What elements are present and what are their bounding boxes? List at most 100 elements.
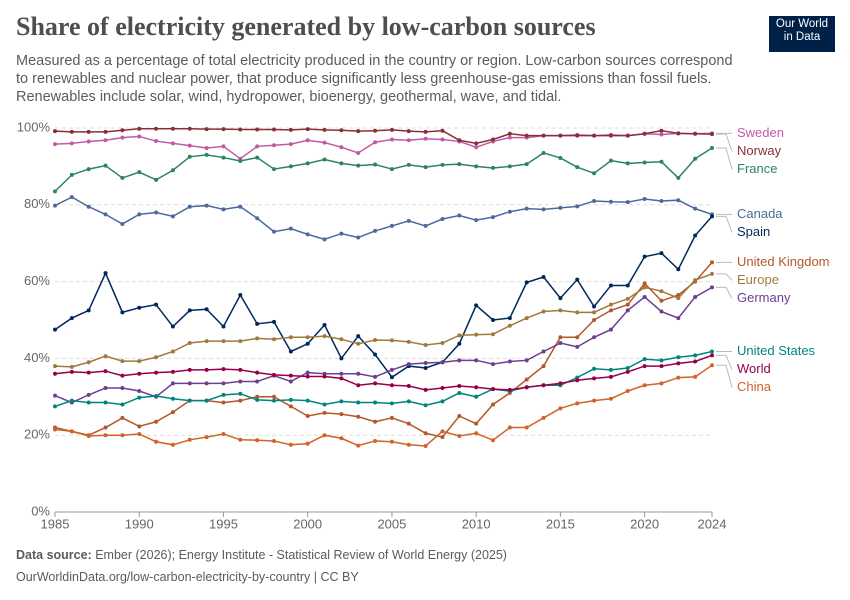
data-point: [305, 127, 310, 132]
data-point: [137, 126, 142, 131]
data-point: [491, 318, 495, 322]
data-point: [710, 285, 714, 290]
data-point: [221, 367, 226, 372]
data-point: [356, 150, 361, 155]
data-point: [86, 392, 91, 397]
data-point: [693, 278, 698, 283]
data-point: [103, 400, 108, 405]
data-point: [710, 349, 714, 354]
data-point: [608, 302, 613, 307]
data-point: [524, 206, 529, 211]
data-point: [103, 138, 108, 143]
data-point: [541, 150, 546, 155]
data-point: [608, 158, 613, 163]
data-point: [356, 383, 361, 388]
data-point: [541, 415, 546, 420]
data-point: [642, 285, 647, 290]
data-point: [187, 437, 192, 442]
data-point: [137, 389, 142, 394]
data-point: [389, 127, 394, 132]
data-point: [204, 307, 209, 312]
data-point: [221, 144, 226, 149]
data-point: [440, 435, 445, 440]
data-point: [474, 332, 479, 337]
data-point: [170, 214, 175, 219]
data-point: [154, 126, 159, 131]
series-line: [54, 196, 713, 241]
data-point: [322, 402, 327, 407]
data-point: [406, 421, 411, 426]
data-point: [137, 359, 142, 364]
data-point: [423, 403, 428, 408]
data-point: [474, 303, 479, 308]
data-point: [272, 398, 276, 403]
data-point: [474, 218, 479, 223]
data-point: [69, 429, 74, 434]
x-tick-label: 2015: [546, 516, 575, 531]
data-point: [356, 235, 361, 240]
data-point: [238, 367, 243, 372]
data-point: [457, 138, 462, 143]
data-point: [170, 381, 175, 386]
data-point: [238, 204, 243, 209]
x-tick-label: 1990: [125, 516, 154, 531]
label-connector: [716, 286, 733, 299]
label-connector: [716, 364, 733, 388]
data-point: [406, 442, 411, 447]
data-point: [255, 144, 260, 149]
data-point: [710, 271, 714, 276]
footer[interactable]: OurWorldinData.org/low-carbon-electricit…: [16, 570, 359, 584]
data-point: [238, 398, 243, 403]
data-point: [659, 381, 664, 386]
data-point: [322, 127, 327, 132]
data-point: [373, 337, 378, 342]
data-point: [137, 395, 142, 400]
data-point: [69, 364, 74, 369]
data-point: [170, 349, 175, 354]
y-tick-label: 20%: [24, 427, 50, 442]
source-label: Data source:: [16, 548, 92, 562]
data-point: [272, 229, 276, 234]
data-point: [507, 209, 512, 214]
data-point: [356, 400, 361, 405]
data-point: [103, 433, 108, 438]
data-point: [389, 439, 394, 444]
data-point: [558, 296, 563, 301]
data-point: [423, 223, 428, 228]
data-point: [69, 398, 74, 403]
y-tick-label: 80%: [24, 196, 50, 211]
data-point: [592, 198, 597, 203]
data-point: [339, 376, 344, 381]
data-point: [491, 137, 495, 142]
logo[interactable]: Our World in Data: [769, 16, 835, 52]
data-point: [204, 367, 209, 372]
label-connector: [716, 147, 733, 170]
data-point: [373, 419, 378, 424]
data-point: [608, 367, 613, 372]
data-point: [642, 254, 647, 259]
data-point: [625, 308, 630, 313]
data-point: [305, 414, 310, 418]
data-point: [524, 280, 529, 285]
data-point: [187, 398, 192, 403]
data-point: [53, 404, 57, 409]
data-point: [558, 341, 563, 346]
data-point: [154, 177, 159, 182]
data-point: [575, 133, 580, 138]
data-point: [356, 371, 361, 376]
series-label: Spain: [737, 224, 770, 239]
data-point: [575, 277, 580, 282]
data-point: [288, 226, 293, 231]
data-point: [305, 370, 310, 375]
data-point: [137, 212, 142, 217]
data-point: [457, 358, 462, 363]
data-point: [457, 213, 462, 218]
data-point: [659, 358, 664, 363]
data-point: [339, 412, 344, 417]
x-tick-label: 2024: [698, 516, 727, 531]
data-point: [154, 210, 159, 215]
data-point: [608, 133, 613, 138]
data-point: [608, 308, 613, 313]
data-point: [356, 414, 361, 419]
